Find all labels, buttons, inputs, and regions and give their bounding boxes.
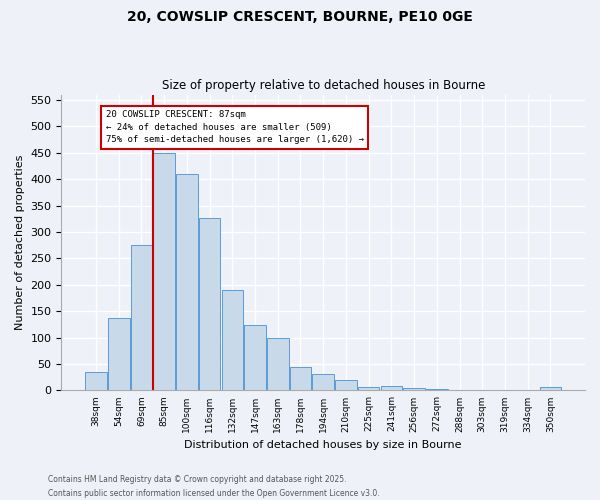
Bar — [267, 338, 289, 390]
Text: 20 COWSLIP CRESCENT: 87sqm
← 24% of detached houses are smaller (509)
75% of sem: 20 COWSLIP CRESCENT: 87sqm ← 24% of deta… — [106, 110, 364, 144]
Bar — [335, 380, 357, 390]
Bar — [380, 386, 402, 390]
Bar — [199, 218, 220, 390]
Y-axis label: Number of detached properties: Number of detached properties — [15, 155, 25, 330]
Bar — [108, 318, 130, 390]
Bar — [358, 386, 379, 390]
Bar — [85, 372, 107, 390]
Text: Contains HM Land Registry data © Crown copyright and database right 2025.
Contai: Contains HM Land Registry data © Crown c… — [48, 476, 380, 498]
Bar — [539, 388, 561, 390]
Bar — [131, 245, 152, 390]
Bar — [221, 290, 243, 390]
Bar — [313, 374, 334, 390]
Bar — [290, 366, 311, 390]
Bar — [244, 325, 266, 390]
Text: 20, COWSLIP CRESCENT, BOURNE, PE10 0GE: 20, COWSLIP CRESCENT, BOURNE, PE10 0GE — [127, 10, 473, 24]
Bar — [426, 389, 448, 390]
Bar — [403, 388, 425, 390]
Title: Size of property relative to detached houses in Bourne: Size of property relative to detached ho… — [161, 79, 485, 92]
Bar — [176, 174, 197, 390]
X-axis label: Distribution of detached houses by size in Bourne: Distribution of detached houses by size … — [184, 440, 462, 450]
Bar — [154, 152, 175, 390]
